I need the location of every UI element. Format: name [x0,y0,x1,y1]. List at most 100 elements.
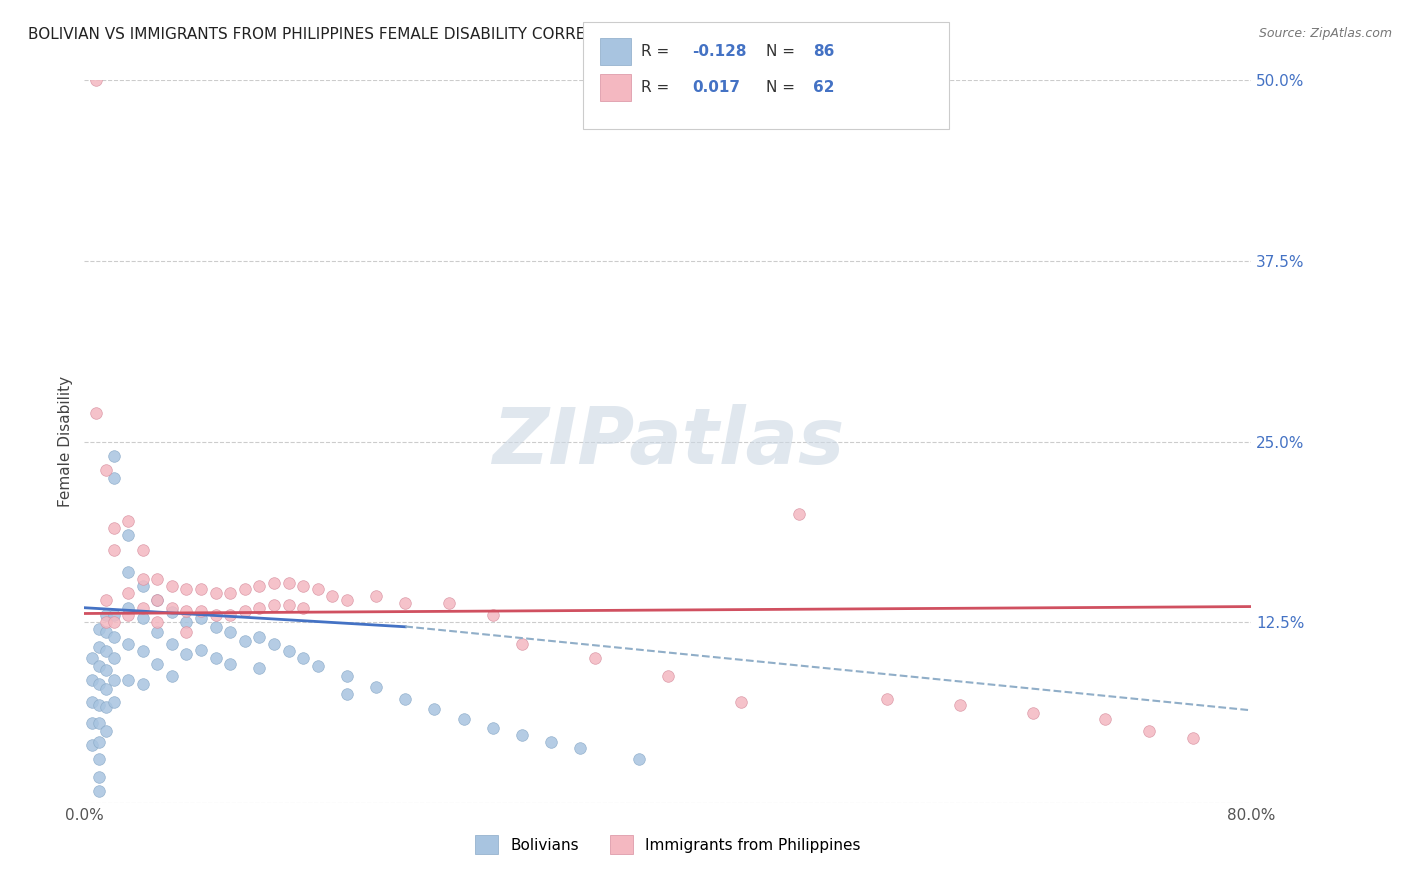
Point [132,611,155,625]
Point [160,579,183,593]
Y-axis label: Female Disability: Female Disability [58,376,73,508]
Point [96,663,118,677]
Point [117,528,139,542]
Point [146,572,169,586]
Point [249,600,271,615]
Point [80,651,103,665]
Point [84,406,107,420]
Point [366,680,388,694]
Text: 62: 62 [813,80,834,95]
Point [87,677,110,691]
Point [627,752,650,766]
Point [423,702,446,716]
Point [80,673,103,687]
Point [540,735,562,749]
Point [277,576,299,591]
Point [204,607,226,622]
Point [96,625,118,640]
Point [263,576,285,591]
Point [117,607,139,622]
Point [366,589,388,603]
Point [336,593,359,607]
Point [583,651,606,665]
Point [190,582,212,596]
Point [176,604,198,618]
Point [292,579,315,593]
Point [96,607,118,622]
Point [117,673,139,687]
Text: 86: 86 [813,45,834,59]
Text: 0.017: 0.017 [692,80,740,95]
Point [277,598,299,612]
Point [103,470,125,484]
Point [96,593,118,607]
Point [80,716,103,731]
Point [190,611,212,625]
Point [146,593,169,607]
Point [103,542,125,557]
Point [160,605,183,619]
Point [204,619,226,633]
Point [132,542,155,557]
Point [87,658,110,673]
Point [657,668,679,682]
Point [103,521,125,535]
Point [87,784,110,798]
Point [87,640,110,654]
Point [117,565,139,579]
Point [103,695,125,709]
Point [219,657,242,671]
Point [482,721,505,735]
Point [87,698,110,712]
Point [204,651,226,665]
Point [787,507,810,521]
Point [249,630,271,644]
Point [96,681,118,696]
Point [204,586,226,600]
Point [190,642,212,657]
Point [146,657,169,671]
Text: N =: N = [766,45,800,59]
Point [87,735,110,749]
Text: ZIPatlas: ZIPatlas [492,403,844,480]
Point [176,647,198,661]
Point [132,572,155,586]
Point [307,658,329,673]
Point [1094,712,1116,726]
Point [233,604,256,618]
Point [876,691,898,706]
Point [219,607,242,622]
Point [80,695,103,709]
Point [233,634,256,648]
Point [117,586,139,600]
Point [146,615,169,630]
Point [510,637,533,651]
Point [336,668,359,682]
Point [1137,723,1160,738]
Point [117,637,139,651]
Point [482,607,505,622]
Point [160,600,183,615]
Point [103,449,125,463]
Point [80,738,103,752]
Point [730,695,752,709]
Point [307,582,329,596]
Point [132,600,155,615]
Point [87,752,110,766]
Point [87,716,110,731]
Point [233,582,256,596]
Text: R =: R = [641,80,675,95]
Point [132,644,155,658]
Point [117,600,139,615]
Point [321,589,343,603]
Point [96,615,118,630]
Point [277,644,299,658]
Point [176,625,198,640]
Point [1182,731,1205,745]
Point [96,644,118,658]
Point [263,637,285,651]
Point [249,661,271,675]
Point [117,514,139,528]
Point [96,723,118,738]
Point [176,615,198,630]
